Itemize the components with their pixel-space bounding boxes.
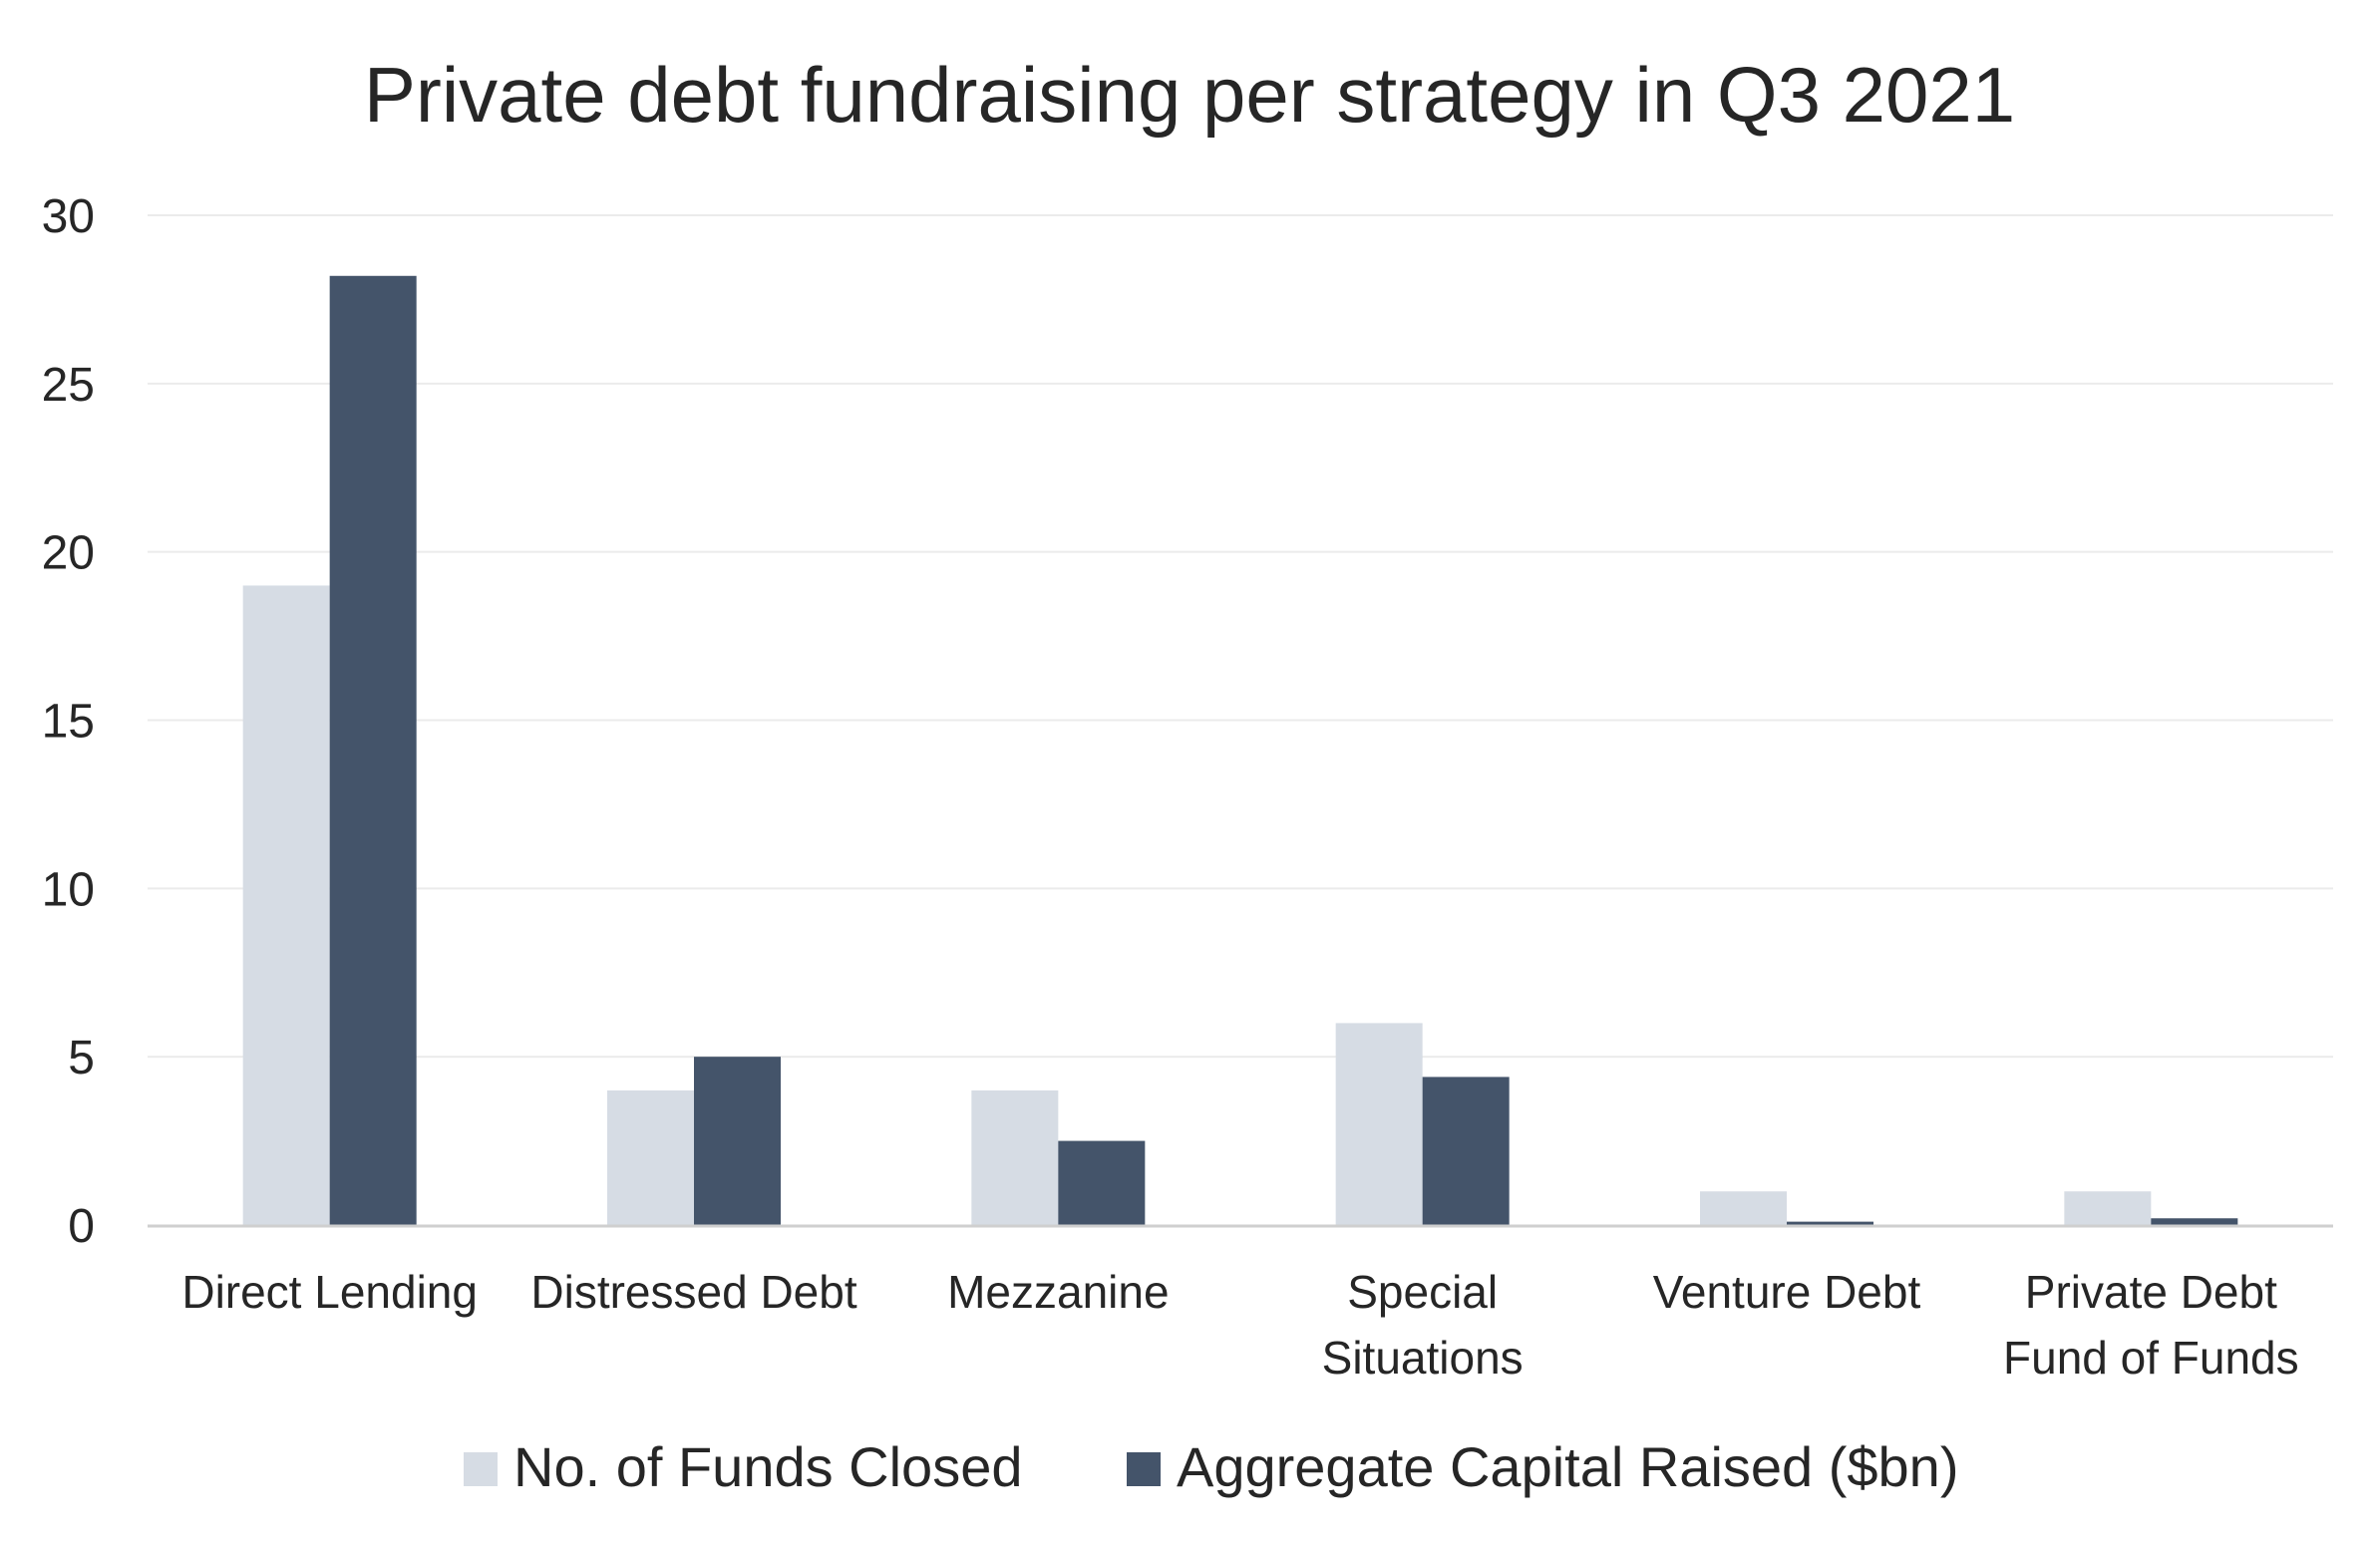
bar-funds-closed-4 [1700,1191,1787,1225]
legend-swatch-capital-raised [1127,1452,1161,1486]
bar-funds-closed-0 [242,585,330,1225]
legend-label-capital-raised: Aggregate Capital Raised ($bn) [1177,1435,1958,1498]
x-category-label: Private Debt [2025,1266,2277,1318]
bar-capital-raised-5 [2151,1218,2238,1225]
y-tick-label: 30 [42,190,95,243]
x-category-label: Distressed Debt [530,1266,856,1318]
x-axis-category-labels: Direct Lending Distressed Debt Mezzanine Sp… [181,1266,2298,1384]
bar-capital-raised-2 [1058,1140,1146,1225]
legend-swatch-funds-closed [464,1452,498,1486]
bar-capital-raised-1 [694,1057,781,1225]
x-category-label: Fund of Funds [2003,1332,2299,1384]
y-tick-label: 0 [68,1200,95,1253]
chart-title: Private debt fundraising per strategy in… [364,51,2015,139]
x-category-label: Direct Lending [181,1266,478,1318]
bar-funds-closed-1 [607,1089,694,1225]
bar-funds-closed-2 [971,1089,1059,1225]
y-axis-ticks: 0 5 10 15 20 25 30 [42,190,95,1253]
x-category-label: Situations [1322,1332,1524,1384]
x-category-label: Special [1347,1266,1498,1318]
x-category-label: Venture Debt [1653,1266,1921,1318]
gridlines [148,214,2333,1059]
y-tick-label: 15 [42,696,95,749]
bar-capital-raised-3 [1422,1077,1510,1225]
y-tick-label: 5 [68,1032,95,1084]
bar-capital-raised-4 [1787,1221,1873,1225]
bar-funds-closed-5 [2064,1191,2152,1225]
bar-capital-raised-0 [329,275,417,1225]
x-category-label: Mezzanine [947,1266,1169,1318]
legend: No. of Funds Closed Aggregate Capital Rai… [464,1435,1958,1498]
bar-funds-closed-3 [1335,1023,1423,1225]
y-tick-label: 20 [42,527,95,580]
bars [242,275,2238,1225]
y-tick-label: 10 [42,863,95,916]
y-tick-label: 25 [42,359,95,412]
legend-label-funds-closed: No. of Funds Closed [513,1435,1022,1498]
